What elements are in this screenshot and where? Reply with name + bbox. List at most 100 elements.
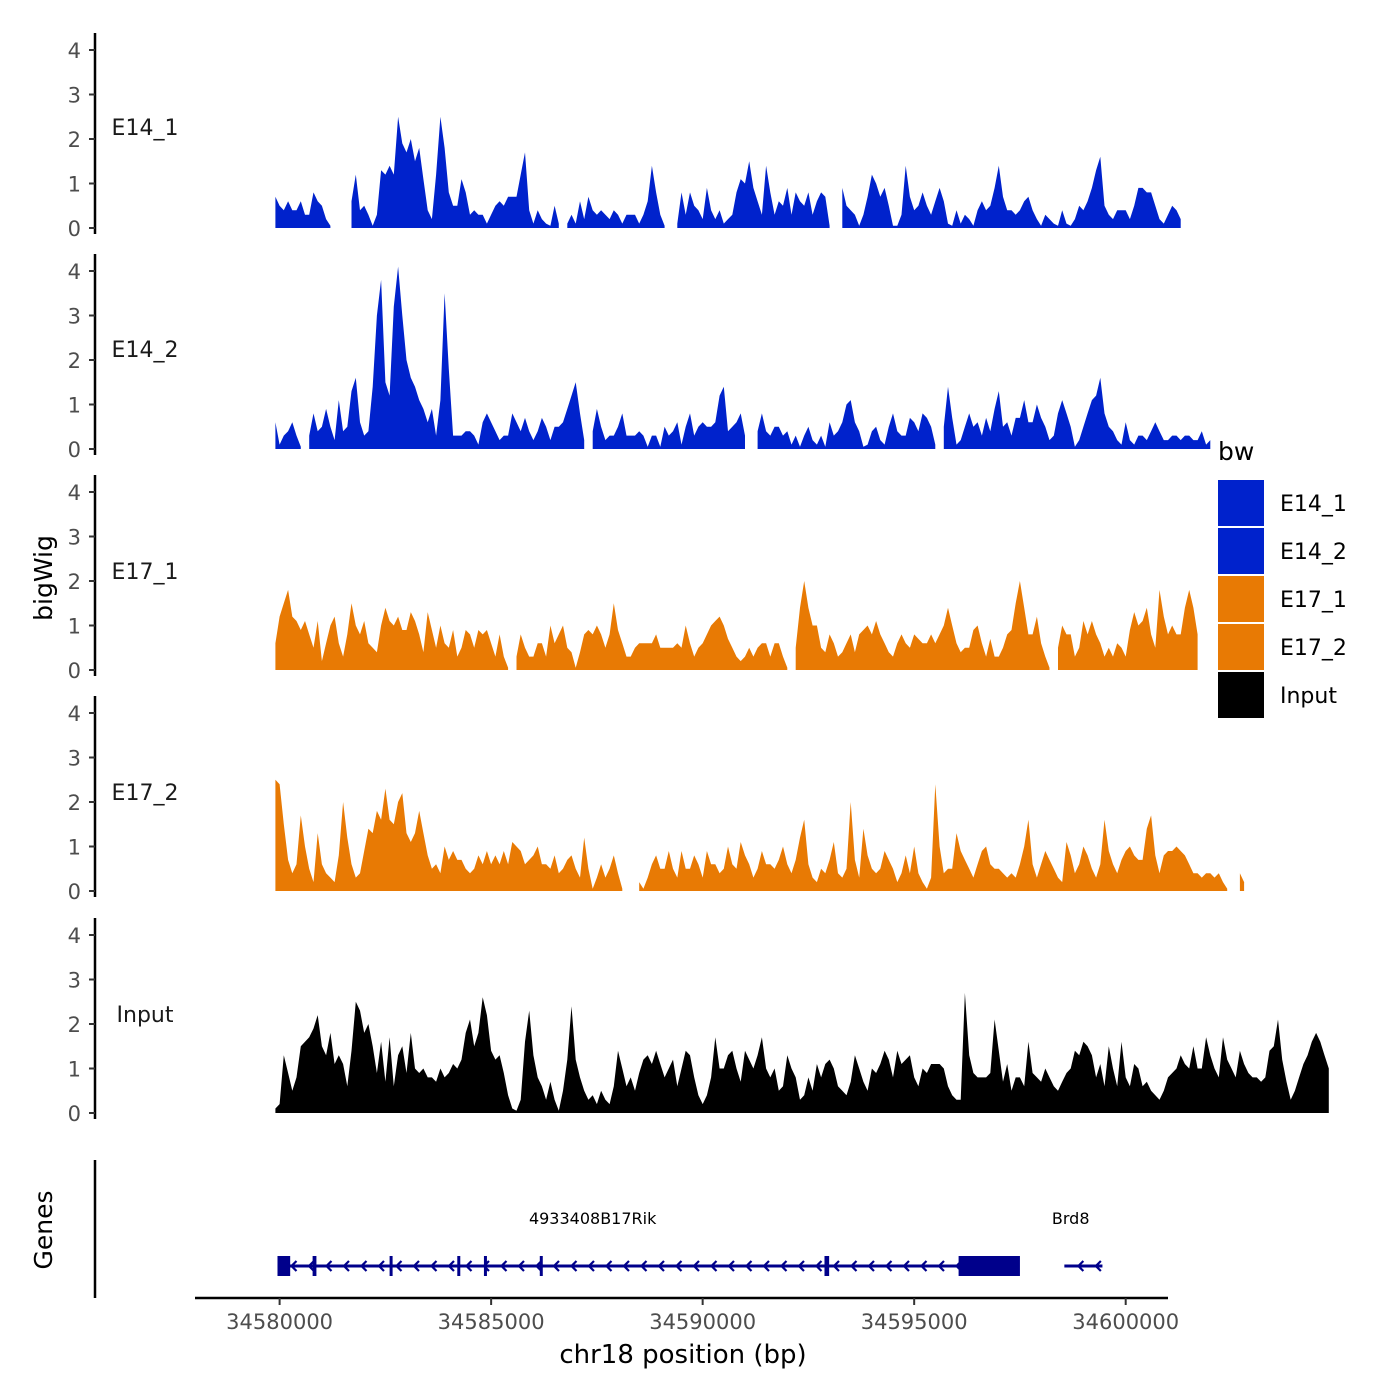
- x-tick-label: 34595000: [861, 1310, 968, 1334]
- y-tick-label: 2: [68, 349, 81, 373]
- y-tick-label: 1: [68, 836, 81, 860]
- exon-4933408b17rik: [958, 1256, 1020, 1276]
- strand-arrow-icon: [919, 1260, 928, 1272]
- strand-arrow-icon: [377, 1260, 385, 1272]
- legend-label-e14-2: E14_2: [1280, 540, 1347, 565]
- y-tick-label: 3: [68, 526, 81, 550]
- exon-4933408b17rik: [824, 1256, 830, 1276]
- y-tick-label: 0: [68, 880, 81, 904]
- genes-axis-title: Genes: [29, 1190, 58, 1269]
- area-e14-2-segment: [592, 386, 745, 449]
- y-tick-label: 1: [68, 1058, 81, 1082]
- strand-arrow-icon: [552, 1260, 560, 1272]
- exon-4933408b17rik: [539, 1256, 543, 1276]
- strand-arrow-icon: [674, 1260, 683, 1272]
- area-e14-1-segment: [351, 116, 559, 228]
- strand-arrow-icon: [657, 1260, 665, 1272]
- exon-4933408b17rik: [312, 1256, 317, 1276]
- x-tick-label: 34590000: [649, 1310, 756, 1334]
- y-tick-label: 3: [68, 305, 81, 329]
- strand-arrow-icon: [289, 1260, 298, 1272]
- strand-arrow-icon: [324, 1260, 333, 1272]
- area-e14-1-segment: [275, 192, 331, 228]
- exon-4933408b17rik: [389, 1256, 393, 1276]
- strand-arrow-icon: [394, 1260, 403, 1272]
- legend-swatch-e14-1: [1218, 480, 1264, 526]
- y-tick-label: 3: [68, 84, 81, 108]
- y-tick-label: 1: [68, 615, 81, 639]
- y-tick-label: 3: [68, 747, 81, 771]
- area-e17-1-segment: [795, 581, 1050, 670]
- track-e17-1: 0 1 2 3 4 E17_1: [68, 475, 1198, 683]
- legend-label-e17-2: E17_2: [1280, 636, 1347, 661]
- strand-arrow-icon: [1094, 1260, 1102, 1272]
- legend-swatch-e14-2: [1218, 528, 1264, 574]
- strand-arrow-icon: [412, 1260, 420, 1272]
- strand-arrow-icon: [692, 1260, 700, 1272]
- y-tick-label: 2: [68, 128, 81, 152]
- gene-label-4933408b17rik: 4933408B17Rik: [529, 1209, 657, 1228]
- y-tick-label: 2: [68, 570, 81, 594]
- exon-4933408b17rik: [277, 1256, 291, 1276]
- legend-title: bw: [1218, 437, 1254, 466]
- y-axis-title: bigWig: [29, 535, 58, 621]
- y-tick-label: 4: [68, 481, 81, 505]
- x-tick-label: 34585000: [438, 1310, 545, 1334]
- strand-arrow-icon: [499, 1260, 508, 1272]
- area-e17-1-segment: [516, 603, 788, 670]
- legend-swatch-e17-1: [1218, 576, 1264, 622]
- strand-arrow-icon: [937, 1260, 945, 1272]
- legend-swatch-input: [1218, 672, 1264, 718]
- y-tick-label: 2: [68, 1013, 81, 1037]
- area-e17-2-segment: [639, 784, 1228, 891]
- legend-label-e17-1: E17_1: [1280, 588, 1347, 613]
- strand-arrow-icon: [359, 1260, 368, 1272]
- track-label-input: Input: [117, 1003, 174, 1028]
- y-tick-label: 4: [68, 39, 81, 63]
- area-e17-2-segment: [1239, 873, 1245, 891]
- strand-arrow-icon: [797, 1260, 805, 1272]
- y-tick-label: 0: [68, 659, 81, 683]
- strand-arrow-icon: [709, 1260, 718, 1272]
- legend-label-e14-1: E14_1: [1280, 492, 1347, 517]
- track-e14-1: 0 1 2 3 4 E14_1: [68, 33, 1181, 241]
- track-label-e14-2: E14_2: [112, 338, 179, 363]
- y-tick-label: 0: [68, 217, 81, 241]
- legend: E14_1 E14_2 E17_1 E17_2 Input: [1218, 480, 1347, 718]
- track-label-e17-1: E17_1: [112, 560, 179, 585]
- strand-arrow-icon: [884, 1260, 893, 1272]
- y-tick-label: 1: [68, 173, 81, 197]
- gene-label-brd8: Brd8: [1052, 1209, 1090, 1228]
- strand-arrow-icon: [569, 1260, 578, 1272]
- strand-arrow-icon: [622, 1260, 630, 1272]
- strand-arrow-icon: [762, 1260, 770, 1272]
- area-e17-2-segment: [275, 779, 623, 891]
- x-axis-title: chr18 position (bp): [559, 1340, 806, 1370]
- strand-arrow-icon: [517, 1260, 525, 1272]
- legend-label-input: Input: [1280, 684, 1337, 709]
- area-e14-1-segment: [842, 156, 1181, 228]
- area-e17-1-segment: [275, 589, 509, 670]
- area-e14-1-segment: [567, 165, 665, 228]
- strand-arrow-icon: [832, 1260, 840, 1272]
- track-e14-2: 0 1 2 3 4 E14_2: [68, 254, 1211, 462]
- strand-arrow-icon: [727, 1260, 735, 1272]
- area-e14-2-segment: [275, 422, 301, 449]
- strand-arrow-icon: [342, 1260, 350, 1272]
- exon-4933408b17rik: [483, 1256, 487, 1276]
- strand-arrow-icon: [604, 1260, 613, 1272]
- strand-arrow-icon: [902, 1260, 910, 1272]
- track-e17-2: 0 1 2 3 4 E17_2: [68, 696, 1245, 904]
- x-tick-label: 34580000: [226, 1310, 333, 1334]
- strand-arrow-icon: [587, 1260, 595, 1272]
- area-e14-2-segment: [943, 377, 1211, 449]
- x-tick-label: 34600000: [1072, 1310, 1179, 1334]
- strand-arrow-icon: [744, 1260, 753, 1272]
- area-input-segment: [275, 992, 1329, 1113]
- strand-arrow-icon: [867, 1260, 875, 1272]
- strand-arrow-icon: [307, 1260, 315, 1272]
- area-e14-2-segment: [757, 400, 936, 449]
- y-tick-label: 2: [68, 791, 81, 815]
